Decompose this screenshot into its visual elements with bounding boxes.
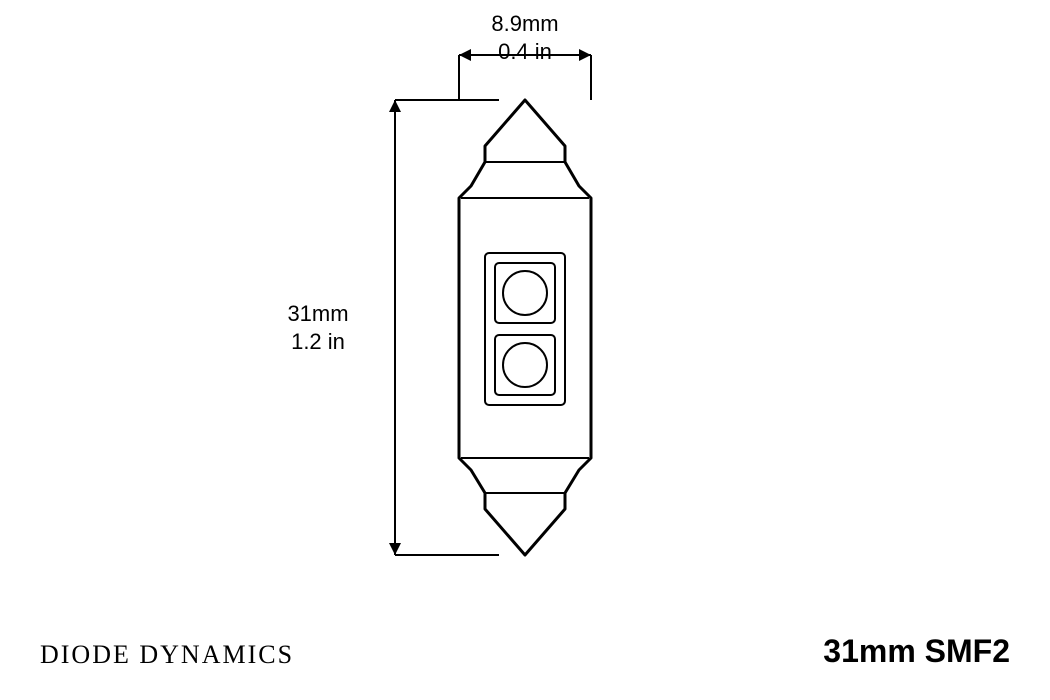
led-lens-2 [503, 343, 547, 387]
width-dimension-label: 8.9mm 0.4 in [465, 10, 585, 65]
height-arrow-top [389, 100, 401, 112]
diagram-canvas: 8.9mm 0.4 in 31mm 1.2 in DIODE DYNAMICS … [0, 0, 1050, 700]
led-frame [485, 253, 565, 405]
height-arrow-bottom [389, 543, 401, 555]
drawing-svg [0, 0, 1050, 700]
height-in: 1.2 in [291, 329, 345, 354]
width-mm: 8.9mm [491, 11, 558, 36]
height-mm: 31mm [287, 301, 348, 326]
brand-logo-text: DIODE DYNAMICS [40, 640, 294, 670]
bulb-outline [459, 100, 591, 555]
width-in: 0.4 in [498, 39, 552, 64]
product-name: 31mm SMF2 [823, 633, 1010, 670]
height-dimension-label: 31mm 1.2 in [263, 300, 373, 355]
led-lens-1 [503, 271, 547, 315]
